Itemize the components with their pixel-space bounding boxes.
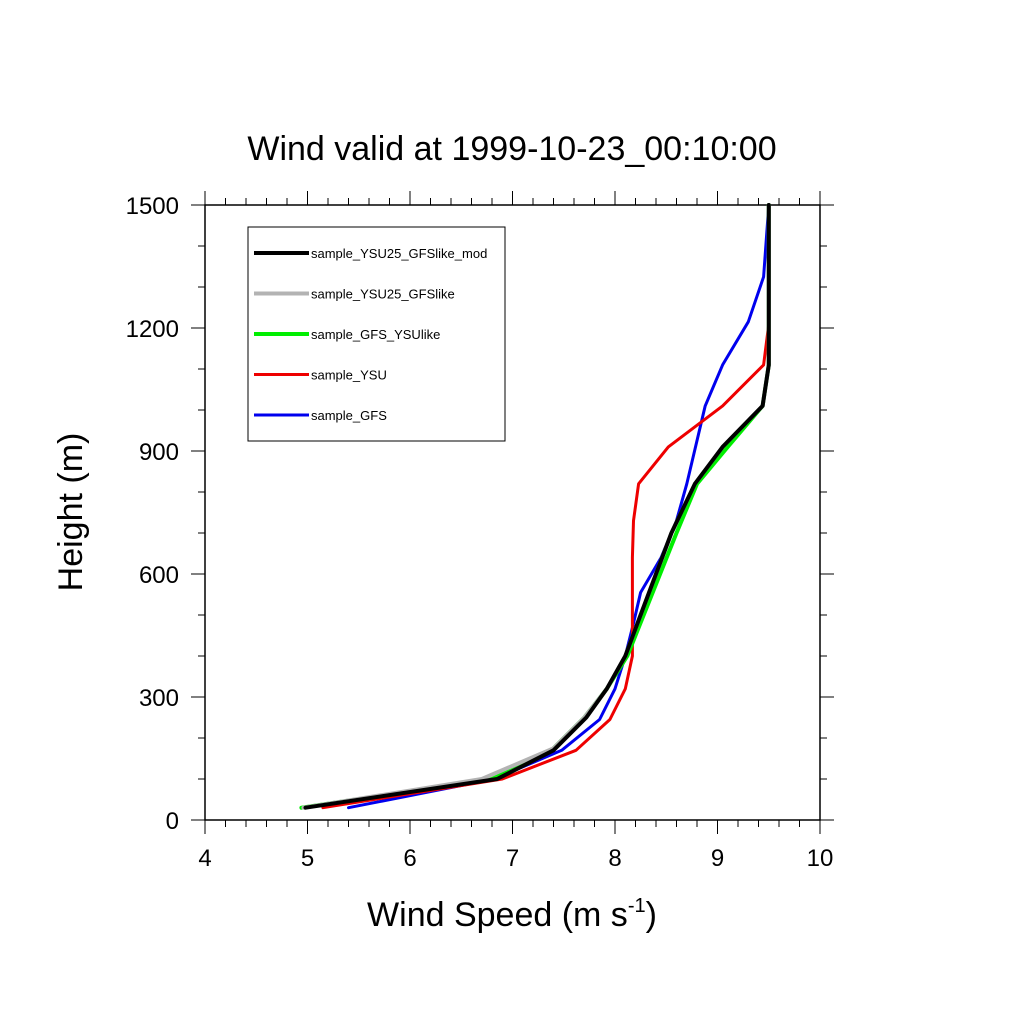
x-tick-label: 9 — [711, 845, 724, 872]
x-tick-label: 7 — [506, 845, 519, 872]
legend-label: sample_GFS — [311, 408, 387, 423]
x-tick-label: 8 — [608, 845, 621, 872]
x-axis-label-main: Wind Speed (m s — [367, 896, 628, 934]
x-axis-label-close: ) — [646, 896, 657, 934]
y-tick-label: 600 — [139, 562, 179, 589]
legend-label: sample_YSU25_GFSlike_mod — [311, 246, 487, 261]
axis-ticks — [191, 191, 834, 834]
legend: sample_YSU25_GFSlike_mod sample_YSU25_GFS… — [247, 226, 506, 442]
chart-title: Wind valid at 1999-10-23_00:10:00 — [247, 130, 776, 168]
x-tick-label: 10 — [807, 845, 834, 872]
x-tick-label: 4 — [198, 845, 211, 872]
series-line-sample_GFS — [347, 203, 771, 810]
series-line-sample_YSU — [321, 203, 771, 810]
legend-label: sample_YSU25_GFSlike — [311, 287, 455, 302]
y-tick-label: 1200 — [126, 316, 179, 343]
y-tick-label: 0 — [166, 808, 179, 835]
x-axis-label: Wind Speed (m s-1) — [367, 895, 657, 934]
series-line-sample_YSU25_GFSlike_mod — [303, 203, 771, 810]
legend-label: sample_GFS_YSUlike — [311, 327, 440, 342]
x-tick-label: 5 — [301, 845, 314, 872]
tick-labels: 4 5 6 7 8 9 10 0 300 600 900 1200 1500 — [126, 193, 834, 872]
y-axis-label: Height (m) — [52, 433, 90, 592]
y-tick-label: 900 — [139, 439, 179, 466]
x-axis-label-superscript: -1 — [628, 895, 646, 917]
y-tick-label: 300 — [139, 685, 179, 712]
y-tick-label: 1500 — [126, 193, 179, 220]
x-tick-label: 6 — [403, 845, 416, 872]
legend-label: sample_YSU — [311, 368, 387, 383]
series-lines — [299, 203, 771, 810]
